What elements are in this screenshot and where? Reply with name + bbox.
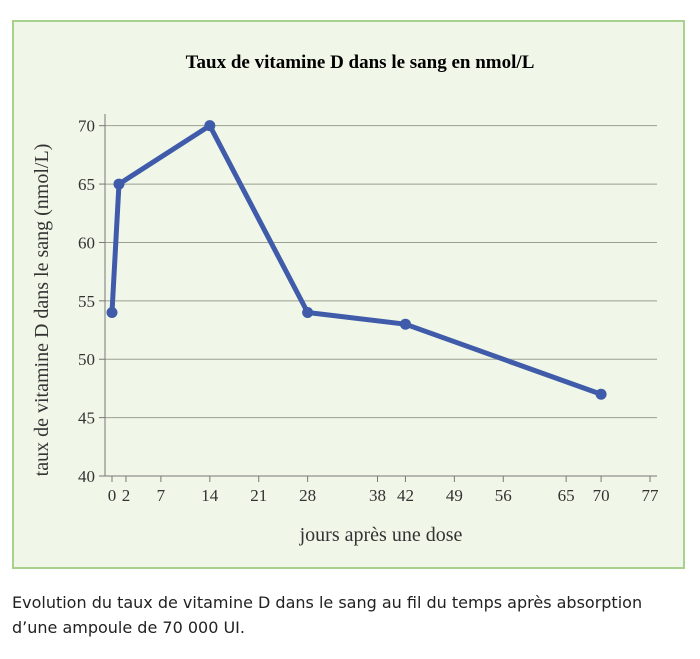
x-tick-label: 0 bbox=[108, 486, 117, 505]
x-axis-label: jours après une dose bbox=[299, 524, 463, 546]
x-tick-label: 56 bbox=[495, 486, 512, 505]
x-axis-ticks: 0 2 7 14 21 28 38 42 49 56 65 70 77 bbox=[108, 476, 659, 505]
y-tick-label: 50 bbox=[78, 350, 95, 369]
data-point bbox=[399, 318, 411, 330]
x-tick-label: 7 bbox=[157, 486, 166, 505]
data-point bbox=[595, 388, 607, 400]
grid-lines bbox=[105, 125, 657, 477]
y-tick-label: 40 bbox=[78, 467, 95, 486]
line-chart: Taux de vitamine D dans le sang en nmol/… bbox=[31, 52, 659, 546]
y-axis-ticks: 40 45 50 55 60 65 70 bbox=[78, 117, 105, 486]
data-point bbox=[204, 120, 216, 132]
x-tick-label: 21 bbox=[250, 486, 267, 505]
y-tick-label: 55 bbox=[78, 292, 95, 311]
y-tick-label: 70 bbox=[78, 117, 95, 136]
x-tick-label: 38 bbox=[369, 486, 386, 505]
chart-panel bbox=[12, 20, 685, 569]
x-tick-label: 28 bbox=[299, 486, 316, 505]
series-line bbox=[109, 123, 604, 397]
data-point bbox=[106, 307, 118, 319]
y-tick-label: 60 bbox=[78, 233, 95, 252]
x-tick-label: 70 bbox=[593, 486, 610, 505]
chart-title: Taux de vitamine D dans le sang en nmol/… bbox=[186, 52, 535, 73]
y-tick-label: 45 bbox=[78, 409, 95, 428]
x-tick-label: 49 bbox=[446, 486, 463, 505]
figure-caption: Evolution du taux de vitamine D dans le … bbox=[12, 593, 643, 637]
x-tick-label: 65 bbox=[558, 486, 575, 505]
x-tick-label: 42 bbox=[397, 486, 414, 505]
axes bbox=[104, 114, 657, 477]
x-tick-label: 77 bbox=[642, 486, 660, 505]
data-point bbox=[302, 307, 314, 319]
y-axis-label: taux de vitamine D dans le sang (nmol/L) bbox=[31, 144, 53, 477]
x-tick-label: 14 bbox=[201, 486, 219, 505]
series bbox=[106, 120, 607, 400]
data-point bbox=[113, 178, 125, 190]
x-tick-label: 2 bbox=[122, 486, 131, 505]
y-tick-label: 65 bbox=[78, 175, 95, 194]
